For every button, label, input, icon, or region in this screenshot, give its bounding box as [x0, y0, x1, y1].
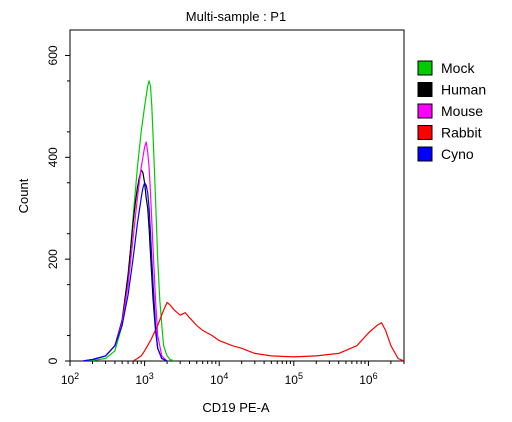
y-axis-label: Count	[16, 178, 31, 213]
legend-swatch-human	[417, 82, 433, 97]
x-axis: 102 103 104 105 106	[61, 361, 405, 387]
y-tick-label: 400	[46, 147, 60, 167]
x-tick-label: 104	[210, 371, 228, 387]
y-tick-label: 200	[46, 249, 60, 269]
x-tick-label: 102	[61, 371, 79, 387]
x-tick-label: 103	[135, 371, 153, 387]
x-axis-label: CD19 PE-A	[202, 400, 270, 415]
series-line-mock	[88, 80, 175, 361]
series-line-cyno	[83, 182, 168, 361]
x-tick-label: 106	[359, 371, 377, 387]
y-tick-label: 0	[46, 357, 60, 364]
legend-swatch-cyno	[417, 146, 433, 162]
x-tick-label: 105	[285, 371, 303, 387]
series-layer	[83, 80, 404, 361]
legend: Mock Human Mouse Rabbit Cyno	[417, 60, 486, 162]
legend-swatch-rabbit	[417, 125, 433, 140]
y-tick-label: 600	[46, 45, 60, 65]
legend-label-mock: Mock	[441, 60, 475, 76]
legend-swatch-mouse	[417, 103, 433, 119]
y-axis: 0 200 400 600	[46, 45, 70, 364]
legend-label-mouse: Mouse	[441, 103, 483, 119]
legend-label-cyno: Cyno	[441, 146, 474, 162]
plot-frame	[69, 29, 405, 362]
series-line-rabbit	[132, 301, 404, 361]
chart-title: Multi-sample : P1	[186, 9, 286, 24]
legend-swatch-mock	[417, 60, 433, 76]
legend-label-rabbit: Rabbit	[441, 125, 482, 141]
legend-label-human: Human	[441, 82, 486, 98]
